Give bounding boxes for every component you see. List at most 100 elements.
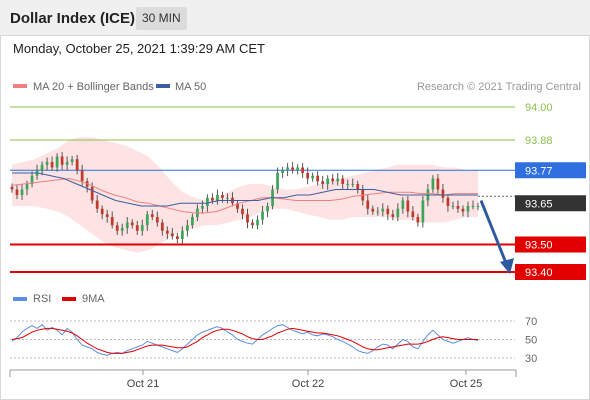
legend-9ma-label: 9MA bbox=[82, 293, 105, 305]
candle-body-35 bbox=[186, 225, 189, 231]
candle-body-33 bbox=[175, 236, 179, 239]
rsi-tick-70: 70 bbox=[525, 316, 537, 328]
candle-body-29 bbox=[155, 217, 159, 223]
candle-body-26 bbox=[140, 225, 144, 231]
timestamp: Monday, October 25, 2021 1:39:29 AM CET bbox=[13, 41, 265, 56]
candle-body-73 bbox=[376, 211, 380, 213]
legend-rsi-label: RSI bbox=[33, 293, 51, 305]
candle-body-28 bbox=[150, 214, 154, 217]
candle-body-0 bbox=[10, 186, 14, 190]
candle-body-49 bbox=[256, 219, 259, 226]
candle-body-63 bbox=[326, 178, 330, 184]
candle-body-30 bbox=[160, 222, 164, 231]
ma50-line bbox=[12, 172, 478, 207]
candle-body-46 bbox=[241, 208, 244, 215]
candle-body-25 bbox=[135, 225, 139, 231]
candle-body-57 bbox=[296, 167, 299, 171]
candle-body-16 bbox=[90, 186, 94, 201]
candle-body-42 bbox=[221, 195, 224, 198]
candle-body-85 bbox=[436, 178, 440, 190]
candle-body-36 bbox=[191, 217, 194, 226]
candle-body-81 bbox=[416, 217, 420, 223]
candle-body-55 bbox=[286, 167, 289, 171]
candle-body-92 bbox=[471, 206, 475, 207]
last-price-tag bbox=[515, 195, 586, 212]
forecast-arrow-head bbox=[500, 258, 514, 274]
candle-body-87 bbox=[446, 197, 450, 206]
instrument-title: Dollar Index (ICE) bbox=[10, 10, 136, 27]
level-label-93.50: 93.50 bbox=[525, 240, 553, 252]
candle-body-62 bbox=[321, 181, 325, 184]
candle-body-91 bbox=[466, 206, 470, 212]
candle-body-53 bbox=[276, 173, 279, 190]
candle-body-40 bbox=[211, 197, 214, 201]
candle-body-68 bbox=[351, 184, 355, 185]
x-tick-label-2: Oct 25 bbox=[450, 378, 482, 390]
candle-body-61 bbox=[316, 175, 320, 182]
candle-body-12 bbox=[70, 159, 74, 162]
candle-body-6 bbox=[40, 164, 44, 171]
timeframe-badge[interactable]: 30 MIN bbox=[136, 7, 187, 30]
candle-body-86 bbox=[441, 189, 445, 198]
candle-body-13 bbox=[75, 159, 79, 171]
rsi-line bbox=[11, 324, 479, 356]
candle-body-1 bbox=[15, 189, 19, 195]
candle-body-84 bbox=[431, 178, 435, 190]
candle-body-64 bbox=[331, 178, 335, 182]
candle-body-43 bbox=[226, 197, 229, 199]
rsi-tick-30: 30 bbox=[525, 353, 537, 365]
candle-body-50 bbox=[261, 211, 264, 220]
candle-body-66 bbox=[341, 178, 345, 184]
candle-body-90 bbox=[461, 208, 465, 212]
candle-body-71 bbox=[366, 200, 370, 209]
candle-body-72 bbox=[371, 208, 375, 212]
watermark: Research © 2021 Trading Central bbox=[417, 81, 581, 93]
level-label-94.00: 94.00 bbox=[525, 102, 553, 114]
legend-9ma-swatch bbox=[62, 297, 76, 301]
candle-body-9 bbox=[55, 156, 59, 168]
candle-body-78 bbox=[401, 200, 405, 209]
candle-body-65 bbox=[336, 178, 340, 182]
level-tag-93.40 bbox=[515, 264, 586, 280]
candle-body-75 bbox=[386, 208, 390, 215]
candle-body-3 bbox=[25, 184, 29, 190]
candle-body-93 bbox=[476, 206, 480, 207]
candle-body-27 bbox=[145, 214, 149, 226]
candle-body-59 bbox=[306, 173, 309, 179]
forecast-arrow-shaft bbox=[479, 199, 510, 269]
candle-body-82 bbox=[421, 200, 425, 223]
candle-body-17 bbox=[95, 200, 99, 209]
legend-ma20-label: MA 20 + Bollinger Bands bbox=[33, 81, 154, 93]
candle-body-2 bbox=[20, 189, 24, 195]
candle-body-60 bbox=[311, 175, 315, 179]
candle-body-89 bbox=[456, 206, 460, 209]
candle-body-51 bbox=[266, 206, 269, 212]
candle-body-79 bbox=[406, 200, 410, 212]
candle-body-38 bbox=[201, 206, 204, 209]
candle-body-19 bbox=[105, 214, 109, 217]
candle-body-14 bbox=[80, 170, 84, 182]
candle-body-48 bbox=[251, 222, 254, 226]
candle-body-77 bbox=[396, 208, 400, 217]
rsi-9ma-line bbox=[11, 327, 478, 354]
candle-body-22 bbox=[120, 228, 124, 231]
candle-body-76 bbox=[391, 214, 395, 217]
candle-body-10 bbox=[60, 156, 64, 165]
candle-body-39 bbox=[206, 197, 209, 206]
candle-body-41 bbox=[216, 195, 219, 201]
level-label-93.40: 93.40 bbox=[525, 267, 553, 279]
candle-body-88 bbox=[451, 206, 455, 207]
candle-body-69 bbox=[356, 184, 360, 190]
level-label-93.77: 93.77 bbox=[525, 165, 553, 177]
candle-body-58 bbox=[301, 167, 304, 173]
candle-body-11 bbox=[65, 162, 69, 165]
candle-body-45 bbox=[236, 203, 239, 209]
level-label-93.88: 93.88 bbox=[525, 135, 553, 147]
x-tick-label-1: Oct 22 bbox=[292, 378, 324, 390]
chart-header: Dollar Index (ICE) 30 MIN bbox=[0, 0, 590, 36]
candle-body-20 bbox=[110, 217, 114, 226]
level-tag-93.77 bbox=[515, 162, 586, 179]
candle-body-21 bbox=[115, 225, 119, 231]
level-tag-93.50 bbox=[515, 236, 586, 253]
